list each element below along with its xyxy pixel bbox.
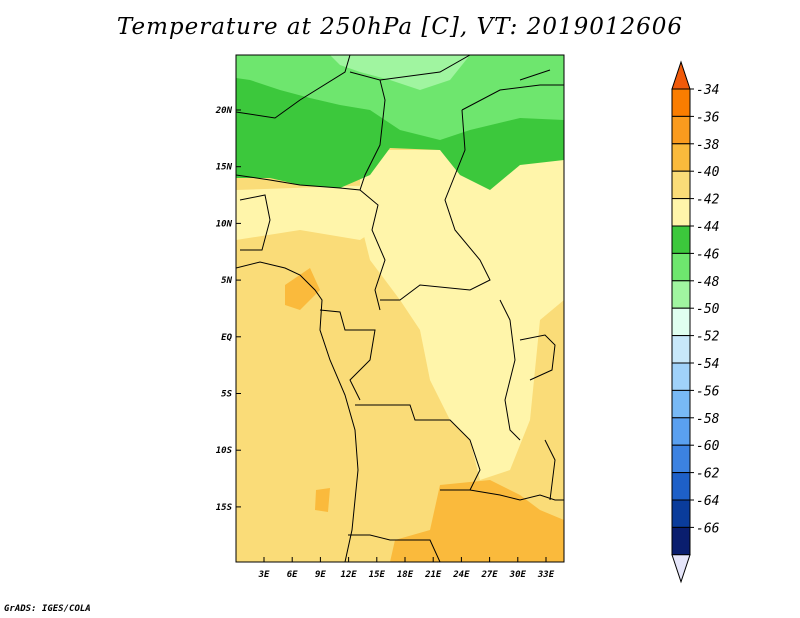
colorbar-segment <box>671 335 691 364</box>
lat-tick-label: 5N <box>221 276 232 286</box>
grads-credit: GrADS: IGES/COLA <box>4 604 91 614</box>
colorbar-label: -48 <box>696 275 720 290</box>
colorbar-label: -50 <box>696 302 720 317</box>
lon-tick-label: 24E <box>452 570 470 580</box>
colorbar-label: -46 <box>696 247 720 262</box>
band-minus-38-south <box>390 480 564 562</box>
lon-tick-label: 6E <box>287 570 298 580</box>
band-minus-38-coast <box>285 268 320 310</box>
colorbar-segment <box>671 417 691 446</box>
colorbar-label: -44 <box>696 220 719 235</box>
colorbar-label: -64 <box>696 494 719 509</box>
colorbar-segment <box>671 526 691 556</box>
country-borders <box>236 55 564 562</box>
colorbar-segment <box>671 252 691 282</box>
colorbar-segment <box>671 444 691 474</box>
lat-tick-label: EQ <box>221 333 232 343</box>
colorbar-segment <box>671 362 691 391</box>
lon-tick-label: 18E <box>397 570 414 580</box>
colorbar-label: -54 <box>696 357 719 372</box>
plot-frame <box>235 54 565 563</box>
lon-tick-label: 9E <box>315 570 326 580</box>
lon-tick-label: 27E <box>480 570 498 580</box>
colorbar-label: -36 <box>696 110 720 125</box>
band-minus-38-patch <box>315 488 330 512</box>
lat-tick-label: 10S <box>216 446 233 456</box>
lon-tick-label: 33E <box>537 570 555 580</box>
colorbar-label: -60 <box>696 439 720 454</box>
colorbar-label: -62 <box>696 467 720 482</box>
lat-tick-label: 5S <box>221 390 232 400</box>
lon-tick-label: 21E <box>424 570 442 580</box>
colorbar-segment <box>671 472 691 501</box>
colorbar-bottom-arrow <box>671 554 691 584</box>
colorbar-top-arrow <box>671 60 691 90</box>
lon-tick-label: 12E <box>340 570 357 580</box>
colorbar-label: -34 <box>696 83 719 98</box>
temperature-fill <box>236 55 564 562</box>
colorbar-segment <box>671 280 691 309</box>
colorbar-label: -40 <box>696 165 720 180</box>
band-minus-42 <box>360 150 564 480</box>
latitude-axis: 20N 15N 10N 5N EQ 5S 10S 15S <box>215 106 241 513</box>
colorbar-segment <box>671 307 691 337</box>
colorbar-segment <box>671 143 691 172</box>
band-minus-42-west <box>236 185 420 240</box>
colorbar-segment <box>671 389 691 419</box>
map-title: Temperature at 250hPa [C], VT: 201901260… <box>116 14 684 40</box>
colorbar-label: -56 <box>696 384 720 399</box>
lat-tick-label: 20N <box>215 106 233 116</box>
colorbar-label: -66 <box>696 521 720 536</box>
colorbar: -34 -36 -38 -40 -42 -44 -46 -48 -50 -52 -54 -56 -58 -… <box>671 60 720 584</box>
colorbar-segment <box>671 225 691 254</box>
lon-tick-label: 15E <box>369 570 386 580</box>
colorbar-label: -58 <box>696 412 720 427</box>
colorbar-segment <box>671 170 691 200</box>
band-minus-48 <box>330 55 470 90</box>
longitude-axis: 3E 6E 9E 12E 15E 18E 21E 24E 27E 30E 33E <box>258 557 555 580</box>
colorbar-segment <box>671 499 691 528</box>
band-minus-46 <box>236 55 564 140</box>
lon-tick-label: 30E <box>509 570 527 580</box>
colorbar-segment <box>671 88 691 117</box>
lat-tick-label: 15N <box>216 163 233 173</box>
colorbar-label: -42 <box>696 193 720 208</box>
lon-tick-label: 3E <box>258 570 270 580</box>
colorbar-segment <box>671 198 691 227</box>
colorbar-label: -52 <box>696 330 720 345</box>
lat-tick-label: 10N <box>216 219 233 229</box>
colorbar-segment <box>671 115 691 145</box>
colorbar-label: -38 <box>696 138 720 153</box>
lat-tick-label: 15S <box>216 503 233 513</box>
